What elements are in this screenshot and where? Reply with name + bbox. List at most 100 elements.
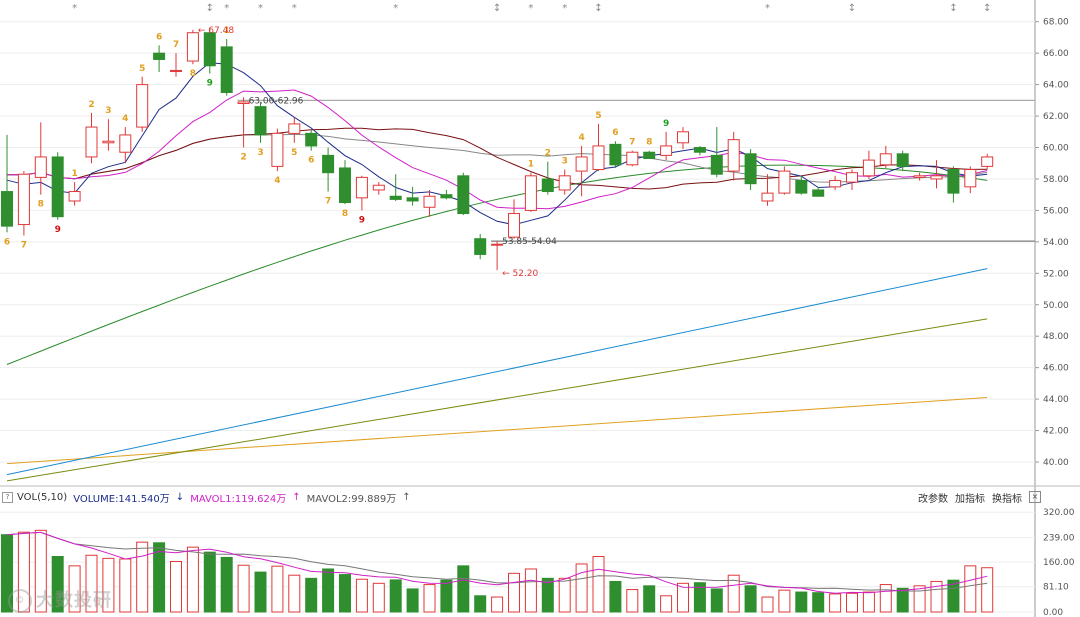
candle-body [626,151,639,166]
candle-body [389,195,402,200]
ma10-line [6,89,988,210]
candle-body [795,180,808,194]
ma250-line [6,318,988,482]
count-label: 4 [274,176,280,186]
count-label: 1 [71,169,77,179]
indicator-label: VOL(5,10) [17,491,68,503]
volume-bar [981,567,994,613]
volume-bar [186,546,199,613]
volume-bar [812,592,825,613]
price-tick-label: 56.00 [1043,206,1069,216]
top-marker: * [292,3,297,14]
ma500-line [6,397,988,465]
candle-body [930,175,943,180]
volume-bar [846,592,858,613]
volume-bars [1,529,994,613]
help-icon[interactable]: ? [2,491,13,503]
count-label: 8 [342,209,348,219]
close-icon[interactable]: × [1029,491,1041,503]
volume-tick-label: 239.00 [1043,533,1075,543]
price-annotation: 53.85-54.04 [502,237,557,247]
volume-bar [508,572,520,613]
volume-bar [85,554,98,613]
volume-value: VOLUME:141.540万 [73,493,170,505]
volume-bar [203,551,216,613]
count-labels: 6 7 8 9 1 2 3 4 5 6 7 8 9 1 2 3 4 5 6 7 8 9 1 2 3 4 5 6 7 8 9 [4,26,669,251]
watermark: © 大数投研 [8,586,112,613]
mavol1-value: MAVOL1:119.624万 [190,493,287,505]
ma30-line [6,133,988,183]
price-tick-label: 54.00 [1043,238,1069,248]
candle-body [170,69,182,72]
candle-body [203,32,216,67]
volume-bar [34,529,47,613]
count-label: 2 [240,153,246,163]
count-label: 6 [308,156,314,166]
volume-bar [964,565,977,613]
copyright-icon: © [8,589,32,613]
top-marker: * [765,3,770,14]
volume-bar [237,564,250,613]
mavol1-line [6,531,988,594]
add-indicator-button[interactable]: 加指标 [955,493,985,505]
volume-bar [609,580,622,613]
volume-bar [339,574,351,613]
change-params-button[interactable]: 改参数 [918,493,948,505]
volume-bar [355,578,368,613]
top-marker: ↕ [594,3,602,14]
mavol2-value: MAVOL2:99.889万 [306,493,397,505]
indicator-toolbar: 改参数 加指标 换指标 × [918,489,1048,505]
candle-body [271,132,284,167]
volume-bar [68,565,81,613]
candle-body [372,184,385,191]
candle-body [457,175,470,215]
price-tick-label: 68.00 [1043,18,1069,28]
candles [1,28,994,271]
candle-body [643,151,656,160]
count-label: 9 [663,119,669,129]
candle-body [51,156,64,218]
count-label: 2 [88,100,94,110]
candle-body [136,84,149,128]
volume-bar [220,556,233,613]
switch-indicator-button[interactable]: 换指标 [992,493,1022,505]
candle-body [153,52,166,60]
ma20-line [6,127,988,190]
candle-body [491,243,504,246]
volume-bar [119,558,132,613]
volume-bar [491,596,504,613]
volume-bar [406,588,419,613]
volume-bar [322,568,335,613]
candle-body [237,101,250,104]
price-tick-label: 44.00 [1043,395,1069,405]
volume-bar [778,589,791,613]
count-label: 9 [55,225,61,235]
price-tick-label: 46.00 [1043,364,1069,374]
price-annotation: ← 52.20 [502,269,538,279]
volume-bar [372,582,385,613]
candle-body [254,106,267,136]
candle-body [102,140,115,144]
volume-bar [829,593,842,613]
candle-body [541,178,554,193]
candle-body [68,191,81,202]
volume-bar [288,574,301,613]
candle-body [85,126,98,158]
price-annotation: 63.00-62.96 [249,96,304,106]
top-marker: * [258,3,263,14]
top-marker: ↕ [493,3,501,14]
volume-bar [626,589,639,613]
candle-body [339,167,351,204]
candle-body [17,173,30,226]
volume-bar [102,557,115,613]
volume-bar [136,541,149,613]
candle-body [829,180,842,188]
price-tick-label: 60.00 [1043,144,1069,154]
count-label: 5 [291,148,297,158]
candle-body [524,175,537,211]
volume-bar [457,565,470,613]
volume-bar [474,595,487,613]
volume-bar [727,574,740,613]
ma5-line [6,62,988,226]
top-marker: * [224,3,229,14]
